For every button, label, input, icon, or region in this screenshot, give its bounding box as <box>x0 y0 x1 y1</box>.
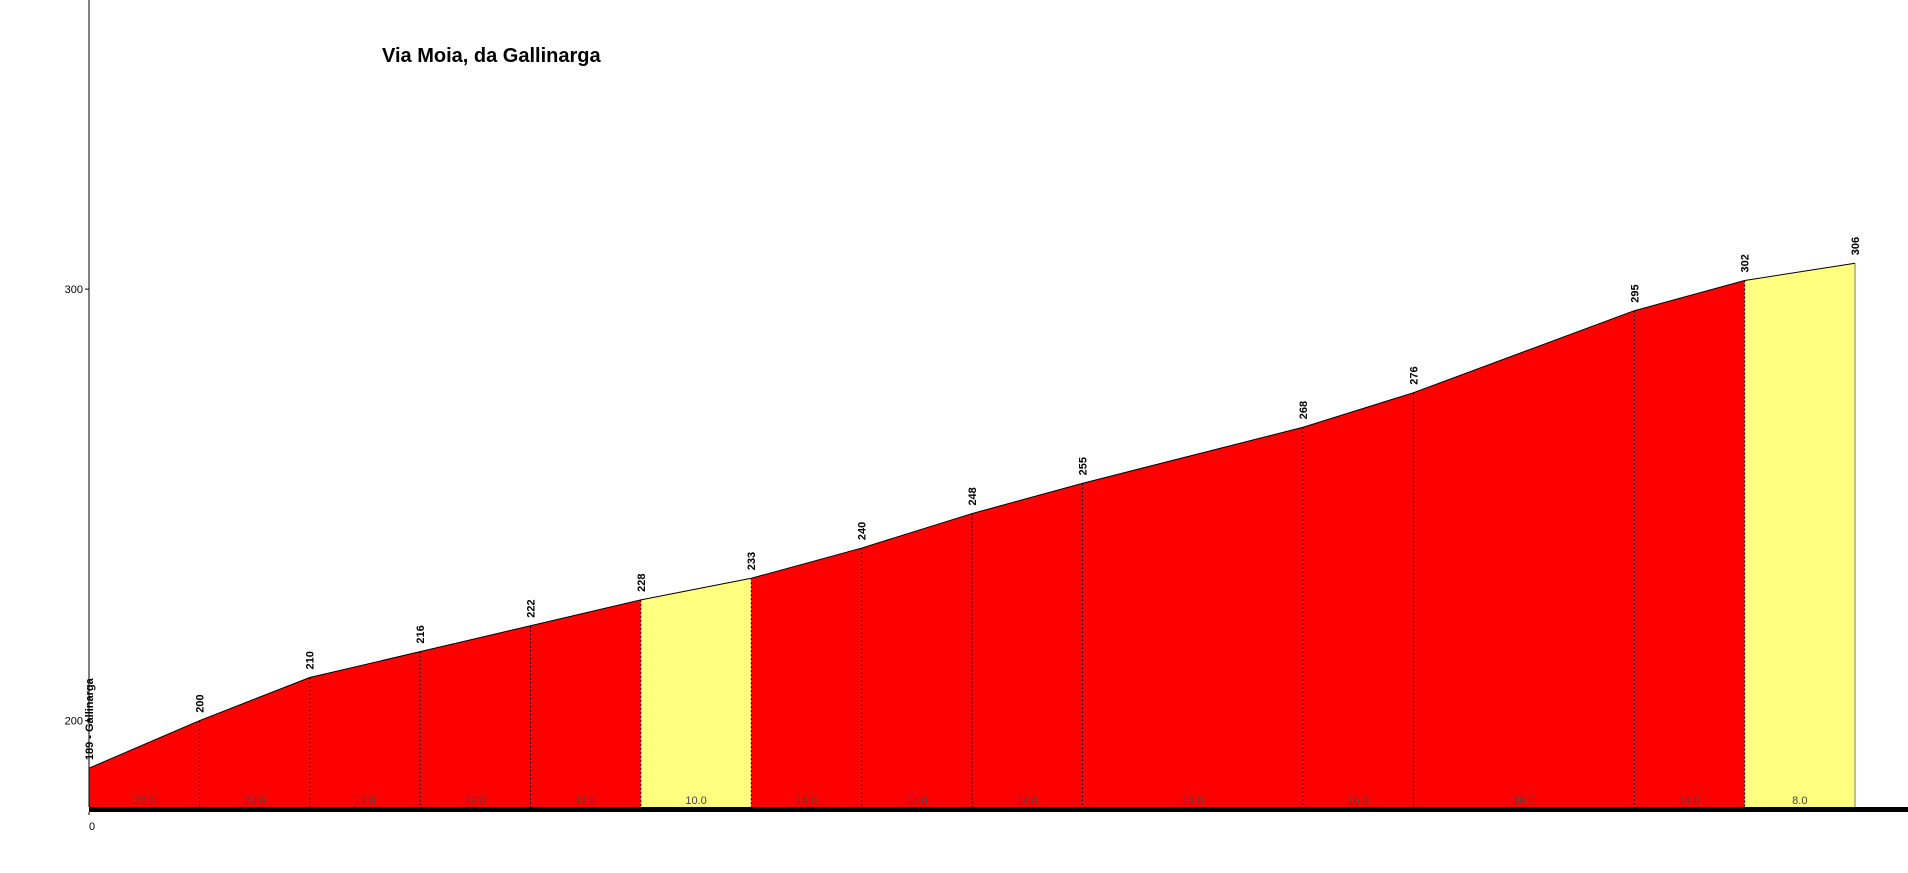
segment <box>309 651 421 807</box>
segment <box>972 483 1083 807</box>
x-tick-label: 0 <box>89 821 95 833</box>
point-label: 276 <box>1409 366 1421 384</box>
gradient-label: 12.0 <box>354 795 375 807</box>
gradient-label: 13.0 <box>1182 795 1203 807</box>
gradient-label: 12.0 <box>575 795 596 807</box>
point-label: 228 <box>636 573 648 591</box>
segment <box>751 548 862 807</box>
chart-title: Via Moia, da Gallinarga <box>382 45 601 67</box>
y-tick-label: 300 <box>65 284 83 296</box>
segment <box>1082 427 1304 807</box>
x-axis <box>89 807 1908 812</box>
point-label: 189 - Gallinarga <box>84 677 96 760</box>
gradient-label: 14.0 <box>796 795 817 807</box>
y-tick-label: 200 <box>65 716 83 728</box>
point-label: 268 <box>1298 401 1310 419</box>
segment <box>640 578 752 807</box>
segment <box>1744 263 1856 808</box>
point-label: 210 <box>305 651 317 669</box>
gradient-label: 16.0 <box>906 795 927 807</box>
point-label: 233 <box>746 552 758 570</box>
segment <box>199 677 310 807</box>
gradient-label: 10.0 <box>685 795 706 807</box>
point-label: 240 <box>857 522 869 540</box>
point-label: 248 <box>967 487 979 505</box>
segment <box>420 625 531 807</box>
point-label: 222 <box>526 599 538 617</box>
gradient-label: 19.0 <box>1513 795 1534 807</box>
gradient-label: 14.0 <box>1016 795 1037 807</box>
segment <box>1634 280 1745 807</box>
point-label: 306 <box>1850 237 1862 255</box>
segment <box>530 599 641 807</box>
segment <box>89 720 200 807</box>
segment <box>1413 310 1635 807</box>
gradient-label: 16.0 <box>1348 795 1369 807</box>
gradient-label: 8.0 <box>1792 795 1807 807</box>
gradient-label: 12.0 <box>465 795 486 807</box>
point-label: 302 <box>1740 254 1752 272</box>
point-label: 295 <box>1629 284 1641 302</box>
gradient-label: 22.0 <box>133 795 154 807</box>
point-label: 255 <box>1077 457 1089 475</box>
segment <box>861 513 973 807</box>
point-label: 216 <box>415 625 427 643</box>
segment <box>1303 392 1414 807</box>
point-label: 200 <box>194 694 206 712</box>
gradient-label: 14.0 <box>1679 795 1700 807</box>
gradient-label: 20.0 <box>244 795 265 807</box>
